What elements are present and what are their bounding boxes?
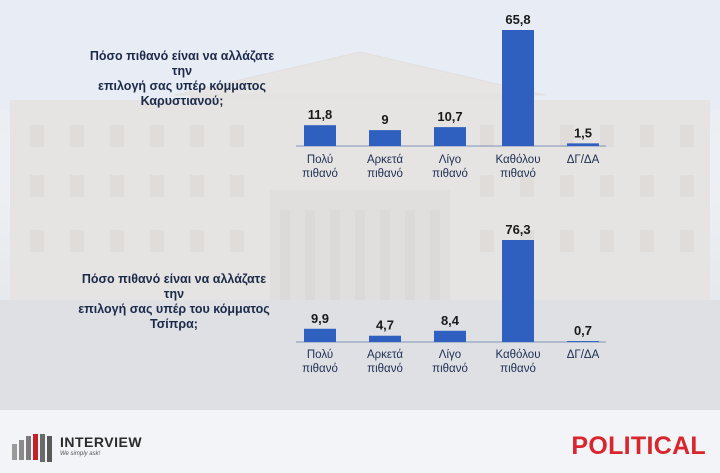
chart-1-value-label: 11,8 bbox=[308, 107, 333, 122]
chart-1-bar bbox=[369, 130, 401, 146]
chart-2-category-label: Πολύ bbox=[307, 349, 333, 361]
question-2-line-2: επιλογή σας υπέρ του κόμματος bbox=[78, 302, 270, 316]
chart-1-category-label: ΔΓ/ΔΑ bbox=[567, 154, 600, 166]
chart-1-bar bbox=[502, 30, 534, 146]
chart-1-category-label: πιθανό bbox=[432, 168, 468, 180]
chart-2-category-label: Λίγο bbox=[439, 349, 461, 361]
chart-1-value-label: 65,8 bbox=[505, 12, 530, 27]
chart-1-category-label: Πολύ bbox=[307, 154, 333, 166]
question-1-line-1: Πόσο πιθανό είναι να αλλάζατε την bbox=[89, 49, 275, 78]
chart-1-value-label: 10,7 bbox=[437, 109, 462, 124]
chart-2-bar bbox=[502, 240, 534, 342]
chart-1-value-label: 1,5 bbox=[574, 125, 592, 140]
chart-1-category-label: Λίγο bbox=[439, 154, 461, 166]
political-logo: POLITICAL bbox=[571, 432, 706, 460]
chart-2-value-label: 0,7 bbox=[574, 323, 592, 338]
chart-1-bar bbox=[434, 127, 466, 146]
chart-1-bar bbox=[567, 143, 599, 146]
chart-2-category-label: ΔΓ/ΔΑ bbox=[567, 349, 600, 361]
chart-2-bar bbox=[434, 330, 466, 342]
question-1-title: Πόσο πιθανό είναι να αλλάζατε την επιλογ… bbox=[82, 49, 282, 109]
question-2-title: Πόσο πιθανό είναι να αλλάζατε την επιλογ… bbox=[74, 272, 274, 332]
chart-1-category-label: Καθόλου bbox=[495, 154, 540, 166]
chart-2-bar bbox=[369, 335, 401, 342]
interview-brand-name: INTERVIEW bbox=[60, 434, 143, 450]
chart-2-category-label: Αρκετά bbox=[367, 349, 403, 361]
chart-2-category-label: πιθανό bbox=[302, 363, 338, 375]
chart-1-bar bbox=[304, 125, 336, 146]
question-1-line-2: επιλογή σας υπέρ κόμματος bbox=[98, 79, 266, 93]
chart-2-category-label: πιθανό bbox=[500, 363, 536, 375]
chart-1-category-label: πιθανό bbox=[367, 168, 403, 180]
chart-2-value-label: 9,9 bbox=[311, 311, 329, 326]
chart-2-category-label: πιθανό bbox=[432, 363, 468, 375]
chart-2-category-label: πιθανό bbox=[367, 363, 403, 375]
chart-2-value-label: 8,4 bbox=[441, 313, 460, 328]
interview-tagline: We simply ask! bbox=[60, 451, 101, 457]
chart-1-value-label: 9 bbox=[381, 112, 388, 127]
question-2-line-3: Τσίπρα; bbox=[150, 317, 198, 331]
chart-2-bar bbox=[304, 328, 336, 342]
question-1-line-3: Καρυστιανού; bbox=[140, 94, 224, 108]
chart-2-value-label: 4,7 bbox=[376, 318, 394, 333]
chart-1-category-label: πιθανό bbox=[302, 168, 338, 180]
chart-1-category-label: πιθανό bbox=[500, 168, 536, 180]
chart-2-value-label: 76,3 bbox=[505, 222, 530, 237]
chart-2-bar bbox=[567, 341, 599, 342]
interview-logo-icon bbox=[12, 434, 52, 462]
question-2-line-1: Πόσο πιθανό είναι να αλλάζατε την bbox=[81, 272, 267, 301]
chart-1-category-label: Αρκετά bbox=[367, 154, 403, 166]
chart-2-category-label: Καθόλου bbox=[495, 349, 540, 361]
